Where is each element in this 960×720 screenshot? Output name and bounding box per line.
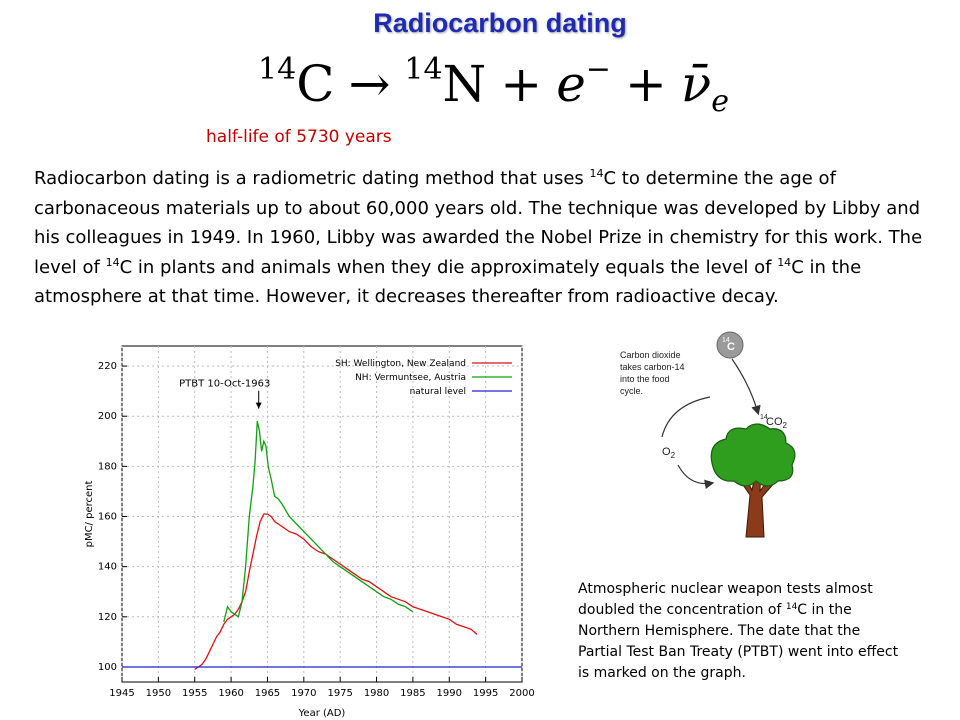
x-tick-label: 2000 [509,688,534,699]
cycle-text-line: into the food [620,374,670,384]
atom-mass-number: 14 [722,337,730,344]
carbon-14-atom-icon [716,331,744,359]
superscript-14: 14 [777,255,792,269]
product-symbol: N [442,55,487,113]
x-tick-label: 1985 [400,688,425,699]
electron-symbol: e [556,55,586,113]
decay-equation: 14C → 14N + e− + ν̄e [258,52,729,119]
plus-sign: + [500,55,543,113]
legend-entry: NH: Vermuntsee, Austria [355,373,466,383]
antineutrino-subscript: e [711,84,730,119]
reactant-mass-number: 14 [258,52,297,87]
cycle-text-line: takes carbon-14 [620,362,685,372]
y-tick-label: 100 [98,662,117,673]
caption-text-1: Atmospheric nuclear weapon tests almost … [578,581,873,618]
paragraph-text-4: C in the atmosphere at that time. Howeve… [34,256,862,308]
paragraph-text-1: Radiocarbon dating is a radiometric dati… [34,168,590,189]
y-tick-label: 220 [98,361,117,372]
x-tick-label: 1955 [182,688,207,699]
x-tick-label: 1995 [473,688,498,699]
reactant-symbol: C [296,55,335,113]
x-tick-label: 1960 [218,688,243,699]
y-axis-label: pMC/ percent [84,481,95,548]
x-tick-label: 1990 [437,688,462,699]
o2-label: O2 [662,446,676,460]
x-axis-label: Year (AD) [298,708,346,719]
superscript-14: 14 [589,167,604,180]
co2-mass-number: 14 [760,414,768,421]
y-tick-label: 200 [98,411,117,422]
cycle-text-line: Carbon dioxide [620,350,681,360]
plot-area [121,345,523,683]
paragraph-text-2: C to determine the age of carbonaceous m… [34,168,923,278]
x-tick-label: 1970 [291,688,316,699]
co2-subscript: 2 [783,421,788,430]
reaction-arrow: → [348,55,391,113]
half-life-note: half-life of 5730 years [206,127,392,147]
plus-sign-2: + [624,55,667,113]
ptbt-annotation: PTBT 10-Oct-1963 [179,379,270,390]
tree-icon [710,423,796,538]
x-tick-label: 1965 [255,688,280,699]
paragraph-text-3: C in plants and animals when they die ap… [119,256,778,278]
page-title: Radiocarbon dating [373,8,627,38]
y-tick-label: 180 [98,461,117,472]
superscript-14: 14 [105,255,120,269]
y-tick-label: 140 [98,562,117,573]
series-line [223,421,414,622]
o2-to-tree-arrow-icon [677,464,715,490]
antineutrino-symbol: ν̄ [680,55,712,113]
y-tick-label: 120 [98,612,117,623]
series-line [194,513,478,671]
carbon-cycle-diagram: 14 C Carbon dioxide takes carbon-14 into… [620,331,796,538]
x-tick-label: 1980 [364,688,389,699]
legend-entry: SH: Wellington, New Zealand [335,359,466,369]
co2-label: CO2 [766,416,788,430]
atom-symbol: C [727,341,735,353]
x-tick-label: 1950 [146,688,171,699]
y-tick-label: 160 [98,512,117,523]
o2-subscript: 2 [671,451,676,460]
electron-charge: − [585,52,611,87]
radiocarbon-chart: 1945 1950 1955 1960 1965 1970 1975 1980 1985 1990… [84,345,535,719]
cycle-text-line: cycle. [620,386,643,396]
ptbt-arrowhead-icon [255,402,262,409]
cycle-arrow-top-icon [661,396,711,438]
caption-superscript: 14 [785,602,798,612]
cycle-text: Carbon dioxide takes carbon-14 into the … [620,350,687,396]
description-paragraph: Radiocarbon dating is a radiometric dati… [34,164,946,312]
legend-entry: natural level [410,387,466,397]
chart-caption: Atmospheric nuclear weapon tests almost … [578,579,908,684]
atom-to-co2-arrow-icon [731,358,761,416]
o2-symbol: O [662,446,671,458]
product-mass-number: 14 [404,52,443,87]
x-tick-label: 1945 [109,688,134,699]
x-tick-label: 1975 [327,688,352,699]
co2-symbol: CO [766,416,783,428]
caption-text-2: C in the Northern Hemisphere. The date t… [578,602,899,681]
